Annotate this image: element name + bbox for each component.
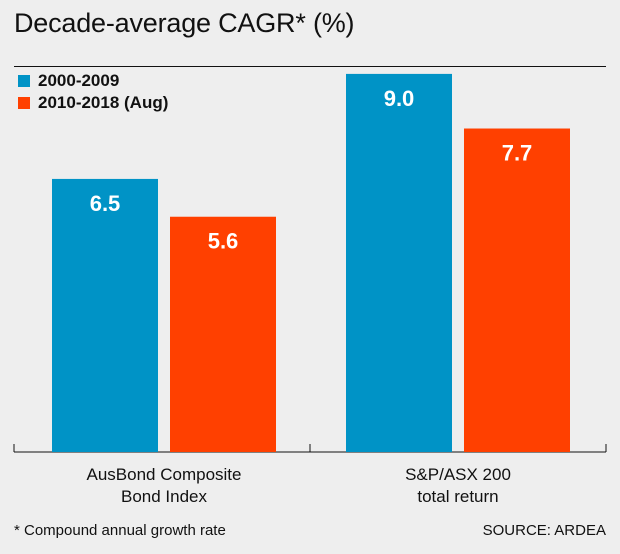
bar-1-series-1 xyxy=(52,178,158,452)
bar-1-series-2 xyxy=(170,216,276,452)
bar-2-series-2 xyxy=(464,128,570,452)
category-label-1: Bond Index xyxy=(121,487,208,506)
category-label-2: total return xyxy=(417,487,498,506)
legend-swatch-series-2 xyxy=(18,97,30,109)
title-divider xyxy=(14,66,606,67)
legend-item-series-2: 2010-2018 (Aug) xyxy=(18,92,168,114)
source-note: SOURCE: ARDEA xyxy=(482,522,606,539)
legend-swatch-series-1 xyxy=(18,75,30,87)
category-label-2: S&P/ASX 200 xyxy=(405,465,511,484)
data-label-1-series-1: 6.5 xyxy=(90,191,121,216)
data-label-1-series-2: 5.6 xyxy=(208,229,239,254)
legend-label-series-1: 2000-2009 xyxy=(38,71,120,90)
footnote: * Compound annual growth rate xyxy=(14,522,226,539)
bar-2-series-1 xyxy=(346,73,452,453)
legend: 2000-2009 2010-2018 (Aug) xyxy=(18,70,168,114)
data-label-2-series-2: 7.7 xyxy=(502,141,533,166)
data-label-2-series-1: 9.0 xyxy=(384,86,415,111)
chart-title: Decade-average CAGR* (%) xyxy=(14,8,355,38)
category-label-1: AusBond Composite xyxy=(87,465,242,484)
legend-item-series-1: 2000-2009 xyxy=(18,70,168,92)
legend-label-series-2: 2010-2018 (Aug) xyxy=(38,93,169,112)
